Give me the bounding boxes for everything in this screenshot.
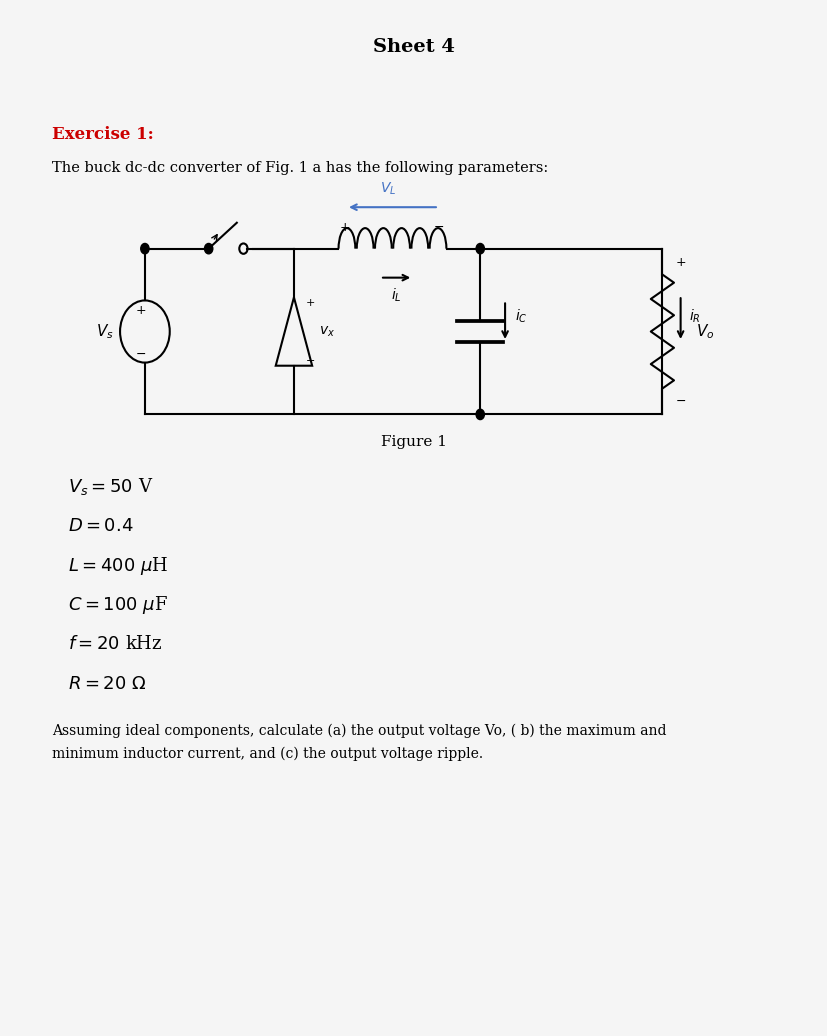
- Circle shape: [476, 243, 484, 254]
- Circle shape: [204, 243, 213, 254]
- Text: The buck dc-dc converter of Fig. 1 a has the following parameters:: The buck dc-dc converter of Fig. 1 a has…: [52, 161, 547, 175]
- Text: $i_R$: $i_R$: [688, 308, 700, 324]
- Text: $V_s$: $V_s$: [96, 322, 114, 341]
- Text: +: +: [136, 305, 146, 317]
- Text: $V_s = 50$ V: $V_s = 50$ V: [68, 477, 153, 497]
- Text: $V_o$: $V_o$: [695, 322, 713, 341]
- Circle shape: [476, 409, 484, 420]
- Text: $f = 20$ kHz: $f = 20$ kHz: [68, 635, 162, 654]
- Text: $v_x$: $v_x$: [318, 324, 334, 339]
- Text: −: −: [305, 355, 314, 366]
- Text: +: +: [675, 256, 685, 268]
- Text: +: +: [339, 222, 349, 234]
- Text: −: −: [433, 222, 443, 234]
- Text: $i_L$: $i_L$: [391, 287, 401, 304]
- Text: $L = 400\ \mu$H: $L = 400\ \mu$H: [68, 554, 168, 577]
- Text: −: −: [675, 395, 685, 407]
- Text: Assuming ideal components, calculate (a) the output voltage Vo, ( b) the maximum: Assuming ideal components, calculate (a)…: [52, 723, 666, 738]
- Text: Exercise 1:: Exercise 1:: [52, 126, 154, 143]
- Text: Sheet 4: Sheet 4: [373, 37, 454, 56]
- Text: minimum inductor current, and (c) the output voltage ripple.: minimum inductor current, and (c) the ou…: [52, 747, 483, 761]
- Text: $D = 0.4$: $D = 0.4$: [68, 517, 133, 536]
- Text: $C = 100\ \mu$F: $C = 100\ \mu$F: [68, 594, 168, 616]
- Circle shape: [141, 243, 149, 254]
- Text: −: −: [136, 348, 146, 361]
- Text: $V_L$: $V_L$: [380, 180, 396, 197]
- Text: $R = 20\ \Omega$: $R = 20\ \Omega$: [68, 674, 146, 693]
- Text: +: +: [305, 297, 314, 308]
- Text: Figure 1: Figure 1: [380, 435, 447, 450]
- Text: $i_C$: $i_C$: [514, 308, 527, 324]
